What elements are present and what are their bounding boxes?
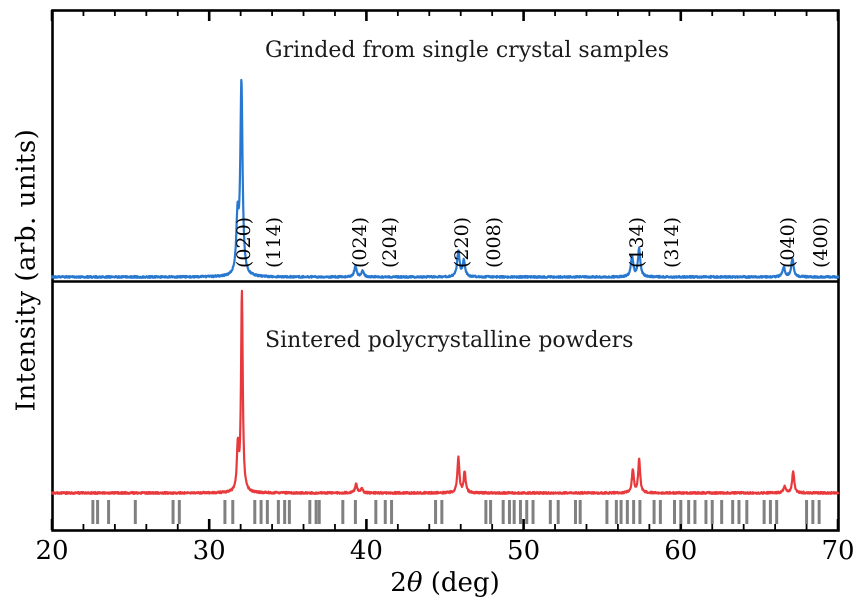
x-axis-label-theta: θ xyxy=(406,568,423,598)
miller-index-label: (314) xyxy=(660,216,683,268)
miller-index-label: (134) xyxy=(625,216,648,268)
x-axis-label: 2θ (deg) xyxy=(52,568,838,598)
x-tick-label: 30 xyxy=(192,536,226,566)
curve-single-crystal xyxy=(50,78,840,279)
x-tick-label: 40 xyxy=(349,536,383,566)
miller-index-label: (220) xyxy=(451,216,474,268)
x-tick-label: 50 xyxy=(507,536,541,566)
x-axis-label-suffix: (deg) xyxy=(422,568,500,598)
miller-index-label: (020) xyxy=(232,216,255,268)
curve-polycrystalline xyxy=(50,289,840,495)
x-tick-label: 20 xyxy=(35,536,69,566)
x-axis-label-prefix: 2 xyxy=(390,568,407,598)
miller-index-label: (114) xyxy=(262,216,285,268)
bragg-marker-group xyxy=(91,500,821,524)
bottom-panel-caption: Sintered polycrystalline powders xyxy=(265,328,634,353)
x-tick-label: 60 xyxy=(664,536,698,566)
miller-index-label: (400) xyxy=(809,216,832,268)
x-axis-ticks xyxy=(50,10,840,530)
miller-index-label: (040) xyxy=(776,216,799,268)
x-tick-label: 70 xyxy=(821,536,855,566)
miller-index-label: (008) xyxy=(482,216,505,268)
miller-index-label: (204) xyxy=(379,216,402,268)
axes-frame xyxy=(51,9,840,532)
top-panel-caption: Grinded from single crystal samples xyxy=(265,38,670,63)
miller-index-label: (024) xyxy=(349,216,372,268)
